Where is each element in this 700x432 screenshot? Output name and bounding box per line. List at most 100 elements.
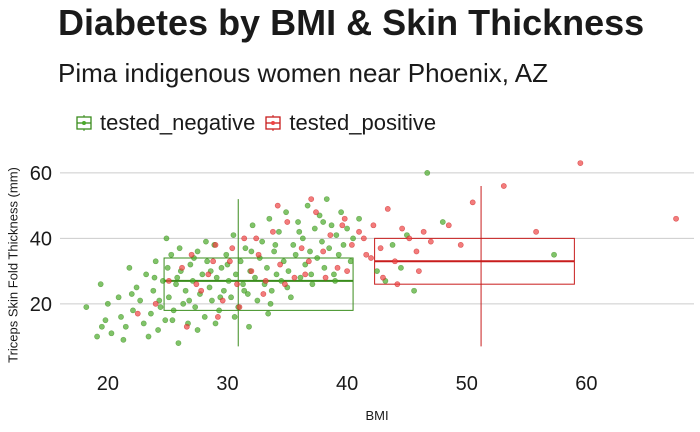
point-tested_positive [193, 281, 200, 288]
point-tested_negative [128, 291, 135, 297]
x-tick-label: 40 [336, 373, 358, 395]
point-tested_negative [157, 304, 164, 310]
x-tick-label: 20 [97, 373, 119, 395]
point-tested_positive [284, 219, 291, 225]
point-tested_negative [356, 215, 362, 222]
point-tested_negative [192, 304, 199, 310]
point-tested_negative [159, 278, 166, 284]
point-tested_negative [287, 294, 294, 301]
point-tested_positive [413, 248, 420, 255]
legend-item-positive[interactable]: tested_positive [265, 110, 436, 136]
point-tested_positive [255, 251, 262, 258]
point-tested_negative [102, 317, 109, 324]
point-tested_negative [424, 170, 431, 176]
point-tested_negative [98, 323, 105, 330]
point-tested_negative [225, 278, 232, 284]
point-tested_negative [152, 258, 159, 265]
point-tested_negative [201, 314, 208, 320]
point-tested_negative [285, 268, 292, 274]
point-tested_negative [302, 261, 309, 268]
legend: tested_negative tested_positive [76, 108, 446, 138]
data-points [83, 160, 679, 346]
point-tested_positive [298, 245, 305, 252]
point-tested_negative [187, 261, 194, 268]
point-tested_positive [344, 268, 350, 274]
point-tested_negative [213, 274, 220, 281]
point-tested_negative [323, 196, 330, 202]
point-tested_negative [168, 251, 175, 258]
point-tested_positive [188, 251, 195, 258]
point-tested_negative [126, 264, 133, 271]
point-tested_negative [244, 291, 251, 297]
chart-subtitle: Pima indigenous women near Phoenix, AZ [58, 58, 548, 88]
point-tested_negative [439, 219, 446, 225]
point-tested_negative [148, 310, 154, 317]
point-tested_positive [427, 238, 434, 245]
point-tested_negative [246, 323, 252, 330]
point-tested_negative [347, 258, 354, 265]
point-tested_negative [118, 314, 124, 320]
point-tested_negative [137, 297, 144, 304]
point-tested_positive [134, 310, 141, 317]
point-tested_negative [228, 294, 234, 301]
y-tick-label: 60 [30, 163, 52, 185]
box-plot-tested_positive [374, 186, 575, 347]
axis-ticks: 20 40 60 20 30 40 50 60 [30, 163, 598, 395]
point-tested_negative [398, 264, 404, 271]
point-tested_positive [377, 245, 384, 252]
point-tested_negative [180, 300, 187, 307]
legend-item-negative[interactable]: tested_negative [76, 110, 255, 136]
point-tested_negative [299, 235, 306, 242]
point-tested_positive [291, 274, 298, 281]
point-tested_negative [212, 320, 219, 327]
point-tested_negative [143, 271, 150, 278]
point-tested_negative [335, 251, 342, 258]
point-tested_negative [203, 238, 209, 245]
point-tested_negative [374, 268, 380, 274]
point-tested_negative [240, 281, 246, 288]
point-tested_negative [266, 215, 273, 222]
point-tested_negative [169, 317, 176, 324]
point-tested_negative [216, 307, 222, 314]
point-tested_negative [328, 222, 335, 229]
point-tested_negative [174, 274, 181, 281]
point-tested_negative [108, 330, 115, 337]
point-tested_negative [254, 297, 261, 304]
point-tested_negative [94, 333, 100, 340]
point-tested_positive [368, 255, 374, 261]
point-tested_negative [278, 278, 285, 284]
point-tested_positive [205, 271, 212, 278]
point-tested_negative [241, 287, 248, 294]
point-tested_positive [327, 232, 334, 238]
point-tested_negative [220, 287, 227, 294]
point-tested_positive [183, 323, 190, 330]
point-tested_negative [104, 300, 111, 307]
point-tested_negative [320, 219, 327, 225]
point-tested_positive [236, 304, 243, 310]
legend-label-positive: tested_positive [289, 110, 437, 135]
point-tested_negative [163, 235, 170, 242]
point-tested_positive [219, 297, 226, 304]
legend-key-positive-icon [265, 115, 281, 131]
point-tested_negative [333, 232, 340, 238]
point-tested_negative [265, 310, 272, 317]
point-tested_negative [83, 304, 90, 310]
point-tested_negative [150, 287, 157, 294]
x-tick-label: 50 [456, 373, 478, 395]
point-tested_negative [252, 274, 258, 281]
point-tested_positive [313, 209, 319, 216]
point-tested_negative [173, 281, 179, 288]
point-tested_negative [350, 235, 356, 242]
point-tested_negative [308, 271, 315, 278]
point-tested_positive [308, 196, 315, 202]
point-tested_negative [296, 228, 303, 235]
point-tested_positive [363, 251, 370, 258]
point-tested_negative [249, 222, 256, 229]
point-tested_negative [297, 274, 304, 281]
point-tested_negative [97, 281, 104, 288]
x-tick-label: 60 [575, 373, 597, 395]
point-tested_negative [231, 314, 238, 320]
point-tested_negative [280, 258, 287, 265]
point-tested_positive [253, 235, 260, 242]
